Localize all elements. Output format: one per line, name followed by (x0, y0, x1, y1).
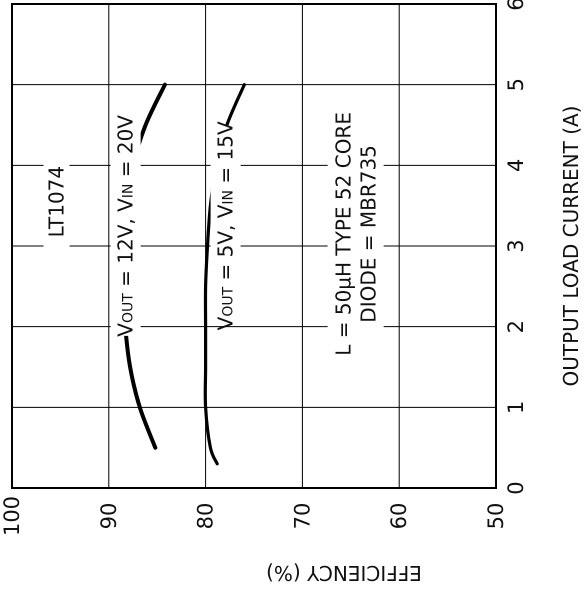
component-note: L = 50µH TYPE 52 CORE DIODE = MBR735 (327, 112, 384, 356)
y-tick-label: 70 (290, 503, 314, 530)
tick-labels: 0 1 2 3 4 5 6 50 60 70 80 90 100 (0, 0, 528, 536)
plot-frame (11, 3, 497, 489)
x-tick-label: 5 (504, 78, 528, 91)
y-tick-label: 50 (484, 503, 508, 530)
part-number-label: LT1074 (43, 153, 70, 250)
y-tick-label: 80 (194, 503, 218, 530)
x-tick-label: 4 (504, 159, 528, 172)
series-label-2-bg (210, 125, 241, 326)
y-tick-label: 100 (0, 496, 24, 536)
y-tick-label: 90 (97, 503, 121, 530)
part-number-label-bg (43, 153, 70, 250)
series-label-2-text: VOUT = 5V, VIN = 15V (214, 121, 238, 330)
diode-note: DIODE = MBR735 (357, 145, 381, 323)
text-labels: VOUT = 12V, VIN = 20V VOUT = 5V, VIN = 15… (43, 106, 583, 585)
x-tick-label: 1 (504, 401, 528, 414)
part-number-text: LT1074 (45, 166, 69, 238)
x-tick-label: 0 (504, 481, 528, 494)
series-label-2: VOUT = 5V, VIN = 15V (210, 121, 241, 330)
x-tick-label: 3 (504, 239, 528, 252)
inductor-note: L = 50µH TYPE 52 CORE (332, 112, 356, 356)
component-note-bg (327, 118, 384, 349)
x-tick-label: 2 (504, 320, 528, 333)
y-tick-label: 60 (387, 503, 411, 530)
series-label-1: VOUT = 12V, VIN = 20V (110, 115, 141, 337)
y-axis-title: EFFICIENCY (%) (266, 561, 422, 585)
series-label-1-bg (110, 115, 141, 336)
series-label-1-text: VOUT = 12V, VIN = 20V (114, 115, 138, 337)
x-axis-title: OUTPUT LOAD CURRENT (A) (559, 106, 583, 387)
grid-lines (12, 4, 496, 488)
x-tick-label: 6 (504, 0, 528, 11)
